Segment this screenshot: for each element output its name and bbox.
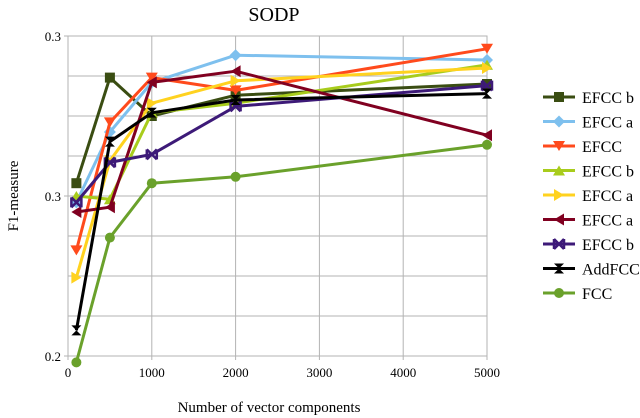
- series-line: [76, 63, 488, 201]
- y-tick-label: 0.2: [45, 349, 61, 364]
- y-axis-label: F1-measure: [6, 160, 22, 231]
- x-tick-label: 3000: [306, 365, 332, 380]
- data-point: [146, 178, 157, 189]
- y-tick-labels: 0.2 0.3 0.3: [45, 29, 61, 364]
- series-7: [70, 79, 494, 209]
- data-point: [229, 100, 242, 113]
- data-point: [146, 76, 157, 89]
- legend-swatch-marker: [554, 189, 564, 201]
- data-point: [145, 148, 159, 161]
- data-point: [104, 201, 115, 214]
- data-point: [230, 171, 241, 182]
- legend-label: EFCC a: [582, 115, 633, 132]
- axes: [64, 35, 488, 360]
- chart-title: SODP: [248, 4, 299, 26]
- data-point: [482, 129, 492, 142]
- legend-swatch-marker: [552, 238, 566, 250]
- data-point: [482, 139, 492, 150]
- legend: EFCC b EFCC a EFCC EFCC b EFCC a EFCC a EFCC b…: [543, 90, 640, 303]
- legend-item-1: EFCC b: [543, 90, 634, 107]
- legend-item-3: EFCC: [543, 139, 622, 156]
- legend-label: EFCC b: [582, 164, 634, 181]
- data-point: [230, 65, 241, 78]
- legend-swatch-marker: [554, 263, 564, 274]
- legend-swatch-marker: [553, 115, 565, 128]
- data-point: [71, 206, 82, 218]
- x-tick-labels: 0 1000 2000 3000 4000 5000: [65, 365, 500, 380]
- legend-item-4: EFCC b: [543, 164, 634, 181]
- series-line: [74, 92, 488, 331]
- data-point: [71, 357, 82, 368]
- series-line: [74, 143, 488, 363]
- legend-swatch-marker: [553, 165, 565, 176]
- data-point: [146, 97, 157, 110]
- legend-swatch-marker: [553, 141, 565, 151]
- data-point: [104, 136, 115, 147]
- data-point: [480, 79, 494, 92]
- legend-swatch-marker: [554, 213, 564, 226]
- data-point: [482, 62, 492, 74]
- legend-item-6: EFCC a: [543, 213, 633, 230]
- data-point: [229, 49, 242, 62]
- data-point: [70, 245, 83, 256]
- data-point: [71, 178, 82, 189]
- data-point: [146, 107, 157, 118]
- y-tick-label: 0.3: [45, 29, 61, 44]
- series-9: [71, 139, 492, 368]
- legend-label: EFCC a: [582, 188, 633, 205]
- legend-label: EFCC b: [582, 237, 634, 254]
- series-8: [71, 88, 492, 336]
- data-point: [145, 72, 158, 83]
- x-tick-label: 0: [65, 365, 72, 380]
- legend-label: AddFCC: [582, 262, 640, 279]
- data-point: [103, 117, 116, 128]
- data-point: [71, 271, 82, 284]
- legend-swatch-marker: [554, 288, 564, 298]
- series-6: [71, 65, 492, 218]
- data-point: [230, 74, 241, 87]
- legend-item-2: EFCC a: [543, 115, 633, 132]
- series-group: [70, 43, 494, 368]
- x-axis-label: Number of vector components: [178, 400, 361, 416]
- y-tick-label: 0.3: [45, 189, 61, 204]
- x-tick-label: 5000: [474, 365, 500, 380]
- legend-item-5: EFCC a: [543, 188, 633, 205]
- legend-label: EFCC a: [582, 213, 633, 230]
- data-point: [229, 85, 242, 96]
- data-point: [481, 43, 493, 54]
- legend-label: EFCC: [582, 139, 622, 156]
- legend-item-7: EFCC b: [543, 237, 634, 254]
- legend-swatch-marker: [554, 92, 564, 102]
- legend-item-9: FCC: [543, 286, 612, 303]
- data-point: [230, 95, 241, 105]
- data-point: [71, 325, 82, 336]
- x-tick-label: 2000: [223, 365, 249, 380]
- data-point: [104, 232, 115, 243]
- data-point: [103, 156, 117, 169]
- x-tick-label: 4000: [390, 365, 416, 380]
- x-tick-label: 1000: [139, 365, 165, 380]
- data-point: [70, 196, 83, 209]
- legend-label: EFCC b: [582, 90, 634, 107]
- data-point: [104, 72, 115, 83]
- legend-label: FCC: [582, 286, 612, 303]
- legend-item-8: AddFCC: [543, 262, 640, 279]
- data-point: [482, 88, 492, 99]
